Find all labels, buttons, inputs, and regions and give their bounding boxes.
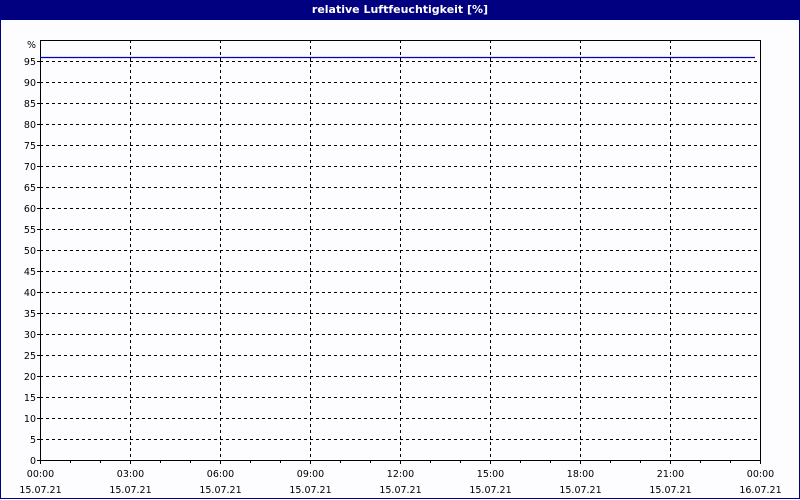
x-tick-time: 06:00 xyxy=(207,469,234,480)
y-tick-label: 20 xyxy=(24,372,36,383)
x-tick-time: 12:00 xyxy=(387,469,414,480)
y-tick-label: 60 xyxy=(24,204,36,215)
x-tick-time: 03:00 xyxy=(117,469,144,480)
x-tick-date: 15.07.21 xyxy=(109,485,151,496)
y-tick-label: 80 xyxy=(24,120,36,131)
y-tick-label: 95 xyxy=(24,57,36,68)
x-tick-date: 15.07.21 xyxy=(649,485,691,496)
x-tick-date: 15.07.21 xyxy=(199,485,241,496)
x-tick-date: 15.07.21 xyxy=(19,485,61,496)
y-tick-label: 0 xyxy=(30,456,36,467)
y-tick-label: 70 xyxy=(24,162,36,173)
x-tick-time: 09:00 xyxy=(297,469,324,480)
y-tick-label: 45 xyxy=(24,267,36,278)
x-tick-date: 16.07.21 xyxy=(739,485,781,496)
y-axis-label: % xyxy=(27,40,36,51)
x-tick-time: 18:00 xyxy=(567,469,594,480)
x-tick-date: 15.07.21 xyxy=(289,485,331,496)
y-tick-label: 25 xyxy=(24,351,36,362)
y-tick-label: 75 xyxy=(24,141,36,152)
y-tick-label: 90 xyxy=(24,78,36,89)
y-tick-label: 5 xyxy=(30,435,36,446)
y-tick-label: 30 xyxy=(24,330,36,341)
y-tick-label: 50 xyxy=(24,246,36,257)
y-tick-label: 10 xyxy=(24,414,36,425)
x-tick-date: 15.07.21 xyxy=(379,485,421,496)
x-tick-time: 15:00 xyxy=(477,469,504,480)
x-tick-time: 00:00 xyxy=(27,469,54,480)
y-tick-label: 55 xyxy=(24,225,36,236)
x-tick-time: 00:00 xyxy=(747,469,774,480)
x-tick-date: 15.07.21 xyxy=(469,485,511,496)
y-tick-label: 85 xyxy=(24,99,36,110)
y-tick-label: 40 xyxy=(24,288,36,299)
y-tick-label: 15 xyxy=(24,393,36,404)
x-tick-date: 15.07.21 xyxy=(559,485,601,496)
plot-frame xyxy=(40,40,761,461)
y-tick-label: 65 xyxy=(24,183,36,194)
x-tick-time: 21:00 xyxy=(657,469,684,480)
y-tick-label: 35 xyxy=(24,309,36,320)
chart-title: relative Luftfeuchtigkeit [%] xyxy=(0,0,800,20)
